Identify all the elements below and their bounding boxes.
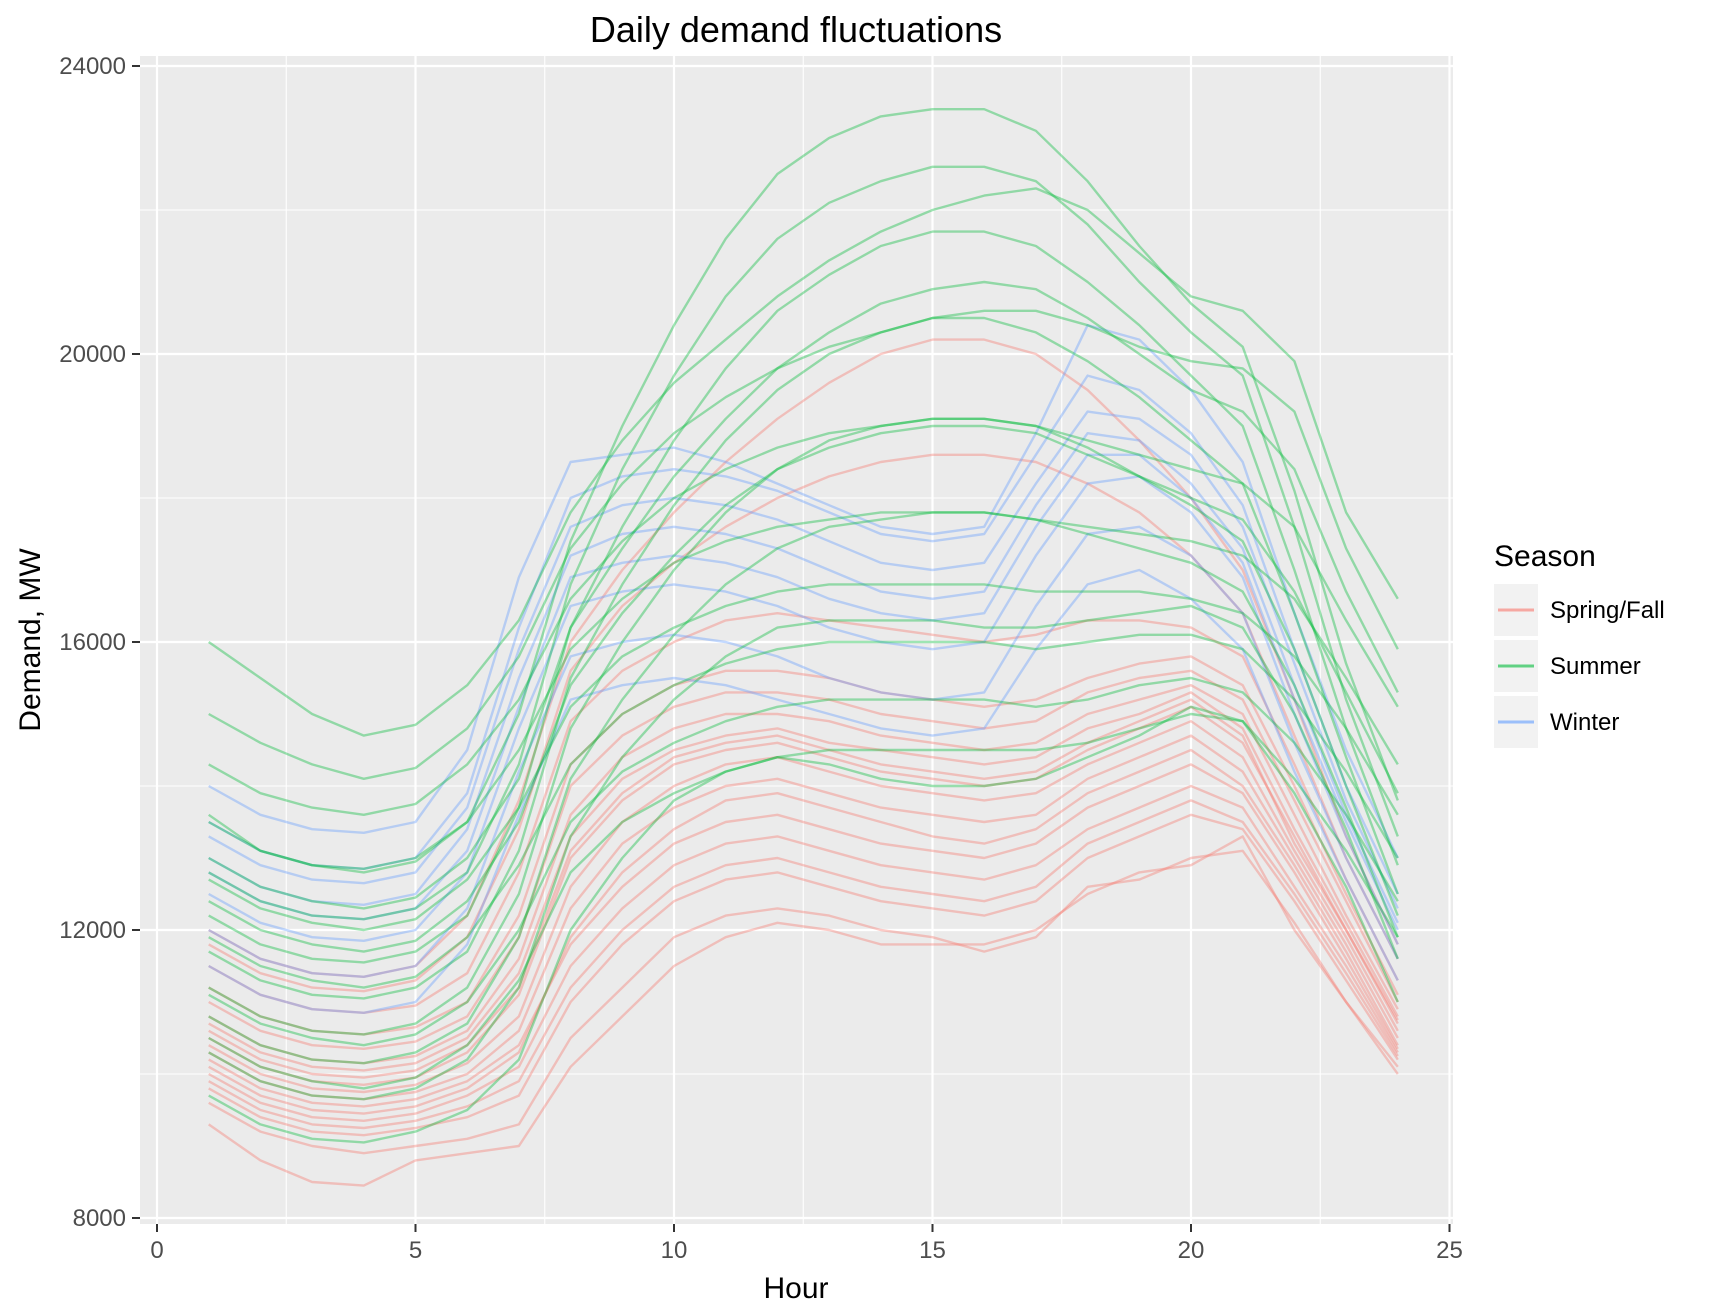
series-line-winter xyxy=(208,453,1399,931)
legend-label-winter: Winter xyxy=(1550,709,1619,736)
series-line-summer xyxy=(208,107,1399,870)
y-axis-title: Demand, MW xyxy=(14,548,47,732)
legend-entry-summer: Summer xyxy=(1494,640,1641,692)
series-line-spring-fall xyxy=(208,669,1399,1051)
legend-label-summer: Summer xyxy=(1550,653,1641,680)
series-line-summer xyxy=(208,604,1399,1101)
x-tick-label: 25 xyxy=(1436,1237,1463,1264)
series-line-spring-fall xyxy=(208,691,1399,1072)
series-line-summer xyxy=(208,705,1399,1144)
series-line-winter xyxy=(208,410,1399,909)
legend-entry-spring-fall: Spring/Fall xyxy=(1494,584,1665,636)
series-line-spring-fall xyxy=(208,734,1399,1101)
series-line-summer xyxy=(208,676,1399,1047)
series-line-summer xyxy=(208,417,1399,1036)
legend-label-spring-fall: Spring/Fall xyxy=(1550,597,1665,624)
series-line-winter xyxy=(208,475,1399,945)
plot-panel xyxy=(140,56,1453,1224)
series-line-summer xyxy=(208,280,1399,910)
series-line-winter xyxy=(208,432,1399,924)
y-tick-label: 12000 xyxy=(59,917,126,944)
series-line-winter xyxy=(208,374,1399,895)
x-tick-label: 15 xyxy=(919,1237,946,1264)
series-line-spring-fall xyxy=(208,338,1399,978)
series-line-spring-fall xyxy=(208,612,1399,1014)
legend: Season Spring/Fall Summer Winter xyxy=(1494,540,1665,748)
x-tick-label: 5 xyxy=(409,1237,422,1264)
series-line-spring-fall xyxy=(208,655,1399,1036)
axes: 0 5 10 15 20 25 8000 12000 16000 20000 24000 xyxy=(59,53,1463,1264)
series-line-spring-fall xyxy=(208,763,1399,1108)
grid-lines xyxy=(140,56,1453,1224)
series-line-spring-fall xyxy=(208,720,1399,1094)
x-tick-label: 0 xyxy=(150,1237,163,1264)
series-line-summer xyxy=(208,316,1399,1000)
x-axis-title: Hour xyxy=(763,1272,828,1305)
series-line-winter xyxy=(208,525,1399,978)
series-line-summer xyxy=(208,309,1399,780)
series-line-summer xyxy=(208,187,1399,737)
series-line-spring-fall xyxy=(208,835,1399,1187)
series-line-summer xyxy=(208,424,1399,953)
series-line-spring-fall xyxy=(208,849,1399,1155)
series-line-spring-fall xyxy=(208,748,1399,1115)
series-line-summer xyxy=(208,417,1399,816)
series-line-spring-fall xyxy=(208,705,1399,1087)
y-tick-label: 20000 xyxy=(59,341,126,368)
series-line-spring-fall xyxy=(208,698,1399,1079)
chart-title: Daily demand fluctuations xyxy=(590,9,1002,50)
y-tick-label: 24000 xyxy=(59,53,126,80)
series-line-summer xyxy=(208,511,1399,1065)
series-line-spring-fall xyxy=(208,453,1399,993)
x-tick-label: 20 xyxy=(1178,1237,1205,1264)
y-tick-label: 16000 xyxy=(59,629,126,656)
series-line-spring-fall xyxy=(208,799,1399,1130)
series-line-winter xyxy=(208,324,1399,859)
series-line-summer xyxy=(208,583,1399,932)
series-line-summer xyxy=(208,511,1399,874)
series-line-summer xyxy=(208,633,1399,989)
series-line-winter xyxy=(208,568,1399,1014)
series-line-spring-fall xyxy=(208,813,1399,1137)
series-lines xyxy=(208,107,1399,1187)
series-line-summer xyxy=(208,712,1399,1090)
y-tick-label: 8000 xyxy=(73,1205,126,1232)
series-line-spring-fall xyxy=(208,784,1399,1123)
x-tick-label: 10 xyxy=(661,1237,688,1264)
legend-title: Season xyxy=(1494,540,1596,573)
series-line-summer xyxy=(208,230,1399,964)
legend-entry-winter: Winter xyxy=(1494,696,1619,748)
series-line-spring-fall xyxy=(208,684,1399,1065)
series-line-summer xyxy=(208,165,1399,921)
